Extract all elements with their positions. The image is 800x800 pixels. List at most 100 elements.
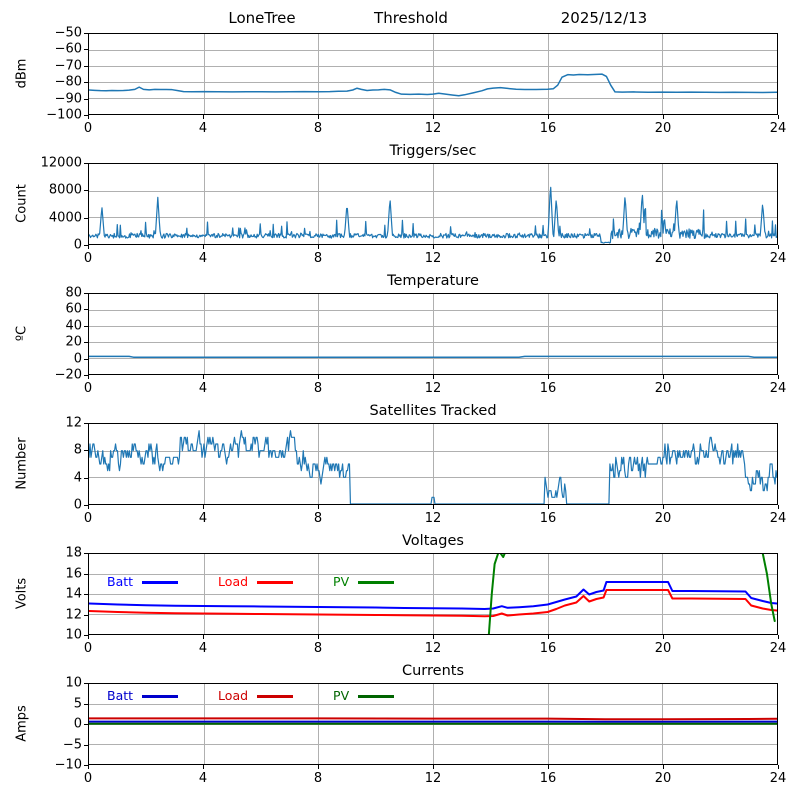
x-tick-mark [548, 375, 549, 379]
gridline-vertical [547, 554, 549, 634]
y-tick-label: 0 [73, 237, 82, 253]
y-tick-mark [84, 115, 88, 116]
legend-currents[interactable]: Batt Load PV [107, 688, 434, 703]
x-tick-mark [88, 115, 89, 119]
x-tick-label: 20 [654, 771, 672, 786]
y-tick-mark [84, 765, 88, 766]
legend-entry-batt[interactable]: Batt [107, 575, 179, 589]
x-tick-mark [318, 765, 319, 769]
x-tick-label: 8 [313, 121, 323, 136]
suptitle-date: 2025/12/13 [560, 9, 648, 27]
y-tick-mark [84, 375, 88, 376]
x-tick-mark [88, 245, 89, 249]
y-tick-label: 12 [65, 415, 82, 431]
x-tick-label: 12 [424, 381, 442, 396]
y-tick-label: 5 [73, 696, 82, 711]
x-tick-mark [203, 635, 204, 639]
x-tick-mark [433, 765, 434, 769]
legend-swatch-batt [142, 694, 179, 698]
y-tick-mark [84, 614, 88, 616]
x-tick-label: 16 [539, 121, 557, 136]
gridline-vertical [547, 34, 549, 114]
y-tick-mark [84, 342, 88, 344]
y-tick-label: −80 [54, 74, 82, 90]
y-axis-voltages: 10 12 14 16 18 [36, 547, 82, 642]
legend-entry-load[interactable]: Load [218, 689, 294, 703]
plot-area-signal [88, 33, 778, 115]
x-tick-label: 12 [424, 121, 442, 136]
series-line-signal [89, 73, 777, 97]
gridline-vertical [318, 424, 320, 504]
legend-entry-pv[interactable]: PV [333, 688, 395, 703]
x-tick-mark [203, 375, 204, 379]
y-tick-label: 12000 [40, 155, 82, 171]
x-tick-mark [663, 765, 664, 769]
x-tick-label: 24 [769, 251, 787, 266]
y-tick-label: 4 [73, 470, 82, 486]
x-tick-mark [778, 765, 779, 769]
gridline-vertical [433, 34, 434, 114]
y-tick-label: 20 [65, 334, 82, 350]
series-line-count [89, 186, 777, 244]
y-tick-mark [84, 423, 88, 424]
gridline-vertical [433, 294, 434, 374]
y-tick-mark [84, 293, 88, 294]
gridline-vertical [318, 294, 320, 374]
x-tick-label: 8 [313, 251, 323, 266]
x-tick-label: 4 [198, 381, 208, 396]
x-tick-label: 20 [654, 381, 672, 396]
subplot-title-triggers: Triggers/sec [389, 143, 477, 159]
legend-label-load: Load [218, 574, 249, 589]
x-tick-mark [203, 245, 204, 249]
suptitle-station: LoneTree [228, 9, 296, 27]
y-tick-label: −20 [54, 367, 82, 383]
gridline-vertical [547, 164, 549, 244]
x-tick-mark [88, 505, 89, 509]
x-tick-mark [778, 635, 779, 639]
y-tick-label: 8 [73, 442, 82, 458]
legend-swatch-pv [358, 580, 395, 584]
y-tick-label: 4000 [48, 210, 82, 226]
y-tick-mark [84, 82, 88, 84]
y-tick-mark [84, 49, 88, 51]
x-tick-mark [663, 635, 664, 639]
y-tick-label: 40 [65, 318, 82, 334]
x-tick-label: 16 [539, 641, 557, 656]
figure-suptitle: LoneTree Threshold 2025/12/13 [0, 7, 800, 29]
suptitle-mode: Threshold [374, 9, 448, 27]
trace-layer-currents [89, 717, 777, 725]
legend-label-pv: PV [333, 688, 350, 703]
gridline-vertical [203, 424, 205, 504]
y-tick-label: −90 [54, 91, 82, 107]
legend-voltages[interactable]: Batt Load PV [107, 574, 434, 589]
series-line-pv [487, 554, 776, 634]
y-axis-label-voltages: Volts [14, 577, 30, 610]
x-tick-mark [318, 375, 319, 379]
legend-entry-batt[interactable]: Batt [107, 689, 179, 703]
x-tick-label: 0 [83, 251, 93, 266]
x-tick-mark [433, 375, 434, 379]
y-tick-label: −60 [54, 41, 82, 57]
x-tick-label: 16 [539, 381, 557, 396]
gridline-vertical [662, 294, 664, 374]
y-tick-label: 80 [65, 285, 82, 301]
x-tick-mark [663, 245, 664, 249]
legend-entry-load[interactable]: Load [218, 574, 294, 589]
y-tick-mark [84, 744, 88, 746]
y-axis-signal: −50 −60 −70 −80 −90 −100 [36, 27, 82, 122]
y-tick-mark [84, 683, 88, 684]
gridline-vertical [662, 554, 664, 634]
y-tick-label: 0 [73, 497, 82, 513]
x-tick-label: 12 [424, 641, 442, 656]
x-tick-label: 20 [654, 121, 672, 136]
legend-entry-pv[interactable]: PV [333, 575, 395, 589]
y-tick-label: −70 [54, 58, 82, 74]
y-axis-label-triggers: Count [14, 184, 30, 223]
subplot-title-satellites: Satellites Tracked [369, 403, 497, 419]
y-tick-label: 18 [65, 545, 82, 561]
x-tick-mark [433, 505, 434, 509]
gridline-vertical [662, 164, 664, 244]
gridline-vertical [203, 164, 205, 244]
x-tick-mark [203, 115, 204, 119]
